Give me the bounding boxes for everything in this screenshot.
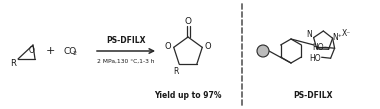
Text: O: O xyxy=(185,16,192,26)
Text: 2: 2 xyxy=(73,50,76,55)
Text: +: + xyxy=(45,46,55,56)
Text: O: O xyxy=(29,46,35,55)
Text: R: R xyxy=(10,59,16,67)
Text: 2 MPa,130 °C,1-3 h: 2 MPa,130 °C,1-3 h xyxy=(97,59,155,64)
Text: R: R xyxy=(174,67,179,76)
Text: O: O xyxy=(205,42,212,51)
Text: Yield up to 97%: Yield up to 97% xyxy=(154,90,222,100)
Text: HO: HO xyxy=(312,43,323,52)
Circle shape xyxy=(257,45,269,57)
Text: PS-DFILX: PS-DFILX xyxy=(293,90,333,100)
Text: O: O xyxy=(165,42,171,51)
Text: CO: CO xyxy=(63,47,76,55)
Text: HO: HO xyxy=(309,54,320,63)
Text: PS-DFILX: PS-DFILX xyxy=(106,36,146,44)
Text: N: N xyxy=(307,30,312,39)
Text: N⁺: N⁺ xyxy=(332,33,342,42)
Text: X⁻: X⁻ xyxy=(342,29,351,38)
